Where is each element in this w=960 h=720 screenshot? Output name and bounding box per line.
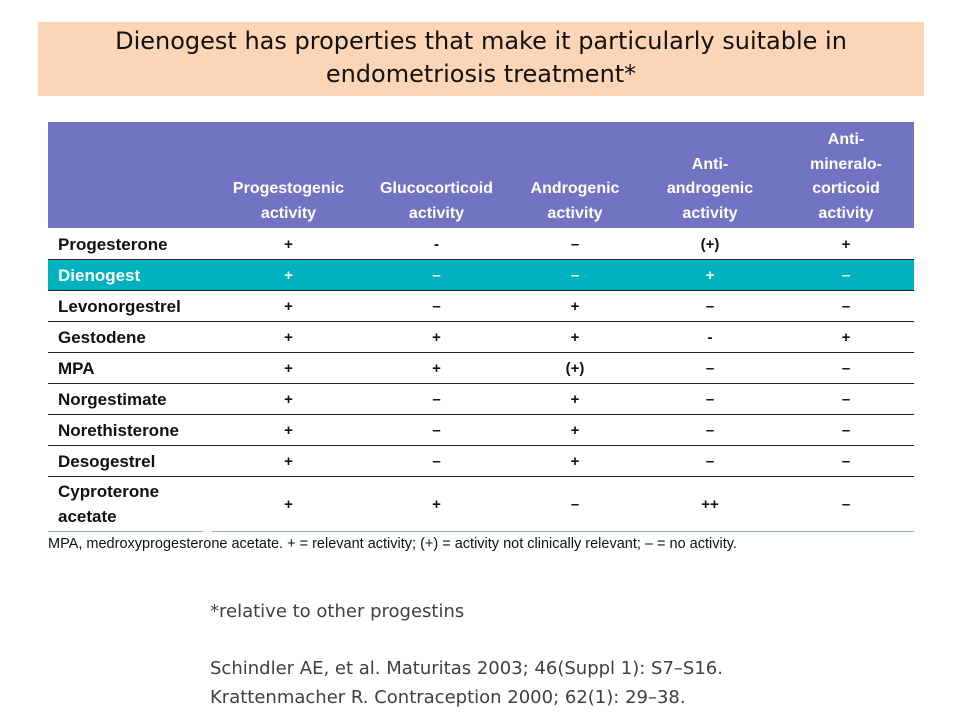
footnote: MPA, medroxyprogesterone acetate. + = re… (48, 536, 737, 552)
table-cell: – (778, 291, 914, 322)
table-cell: (+) (642, 229, 778, 260)
table-cell: + (365, 322, 508, 353)
header-text: mineralo- (809, 155, 882, 173)
header-text: activity (260, 204, 317, 222)
table-cell: + (212, 229, 365, 260)
header-text: activity (547, 204, 603, 222)
table-cell: – (365, 415, 508, 446)
reference: Schindler AE, et al. Maturitas 2003; 46(… (210, 658, 723, 679)
row-name: Cyproterone acetate (48, 477, 203, 532)
table-cell: - (365, 229, 508, 260)
table-cell: + (212, 477, 365, 532)
header-cell: Anti-androgenic activity (642, 122, 778, 228)
table-cell: + (212, 384, 365, 415)
row-name: Gestodene (48, 322, 212, 353)
table-cell: + (212, 291, 365, 322)
table-cell: + (778, 322, 914, 353)
table-cell: + (508, 291, 642, 322)
header-text: corticoid (812, 180, 880, 197)
header-text: activity (408, 204, 465, 222)
header-cell: Anti-mineralo-corticoid activity (778, 122, 914, 228)
table-cell: – (642, 384, 778, 415)
table-cell: – (508, 260, 642, 291)
table-cell: + (365, 477, 508, 532)
title: Dienogest has properties that make it pa… (38, 22, 924, 96)
table-cell: – (778, 446, 914, 477)
table-cell: + (212, 260, 365, 291)
table-cell: – (778, 384, 914, 415)
table-cell: – (365, 384, 508, 415)
table-cell: + (508, 322, 642, 353)
table-cell: + (212, 446, 365, 477)
row-name: MPA (48, 353, 212, 384)
table-cell: + (508, 384, 642, 415)
row-name: Norethisterone (48, 415, 212, 446)
table-cell: – (778, 353, 914, 384)
table-cell: + (212, 415, 365, 446)
header-cell: Androgenic activity (508, 122, 642, 228)
row-name: Dienogest (48, 260, 212, 291)
header-cell: Glucocorticoid activity (365, 122, 508, 228)
table-cell: + (212, 322, 365, 353)
table-cell: – (508, 229, 642, 260)
header-text: Anti- (691, 155, 729, 173)
table-cell: – (642, 446, 778, 477)
table-cell: – (508, 477, 642, 532)
header-text: activity (682, 204, 738, 222)
row-name: Levonorgestrel (48, 291, 212, 322)
table-cell: - (642, 322, 778, 353)
table-cell: (+) (508, 353, 642, 384)
row-name: Desogestrel (48, 446, 212, 477)
header-text: Androgenic (530, 180, 620, 197)
table-cell: – (778, 477, 914, 532)
table-cell: + (508, 446, 642, 477)
header-text: androgenic (666, 180, 754, 197)
table-cell: + (508, 415, 642, 446)
table-cell: – (778, 260, 914, 291)
table-cell: – (642, 415, 778, 446)
table-cell: – (642, 353, 778, 384)
row-name: Norgestimate (48, 384, 212, 415)
header-text: Glucocorticoid (380, 180, 493, 197)
table-cell: – (642, 291, 778, 322)
header-cell (48, 122, 212, 228)
table-cell: + (642, 260, 778, 291)
table-cell: – (365, 291, 508, 322)
table-cell: + (365, 353, 508, 384)
table-cell: – (365, 260, 508, 291)
header-text: activity (818, 204, 874, 222)
table-cell: – (365, 446, 508, 477)
note: *relative to other progestins (210, 601, 465, 622)
header-text: Progestogenic (232, 180, 345, 197)
row-name: Progesterone (48, 229, 212, 260)
header-cell: Progestogenic activity (212, 122, 365, 228)
header-text: Anti- (827, 131, 865, 148)
table-cell: + (778, 229, 914, 260)
table-cell: – (778, 415, 914, 446)
table-cell: + (212, 353, 365, 384)
table-cell: ++ (642, 477, 778, 532)
reference: Krattenmacher R. Contraception 2000; 62(… (210, 687, 686, 708)
